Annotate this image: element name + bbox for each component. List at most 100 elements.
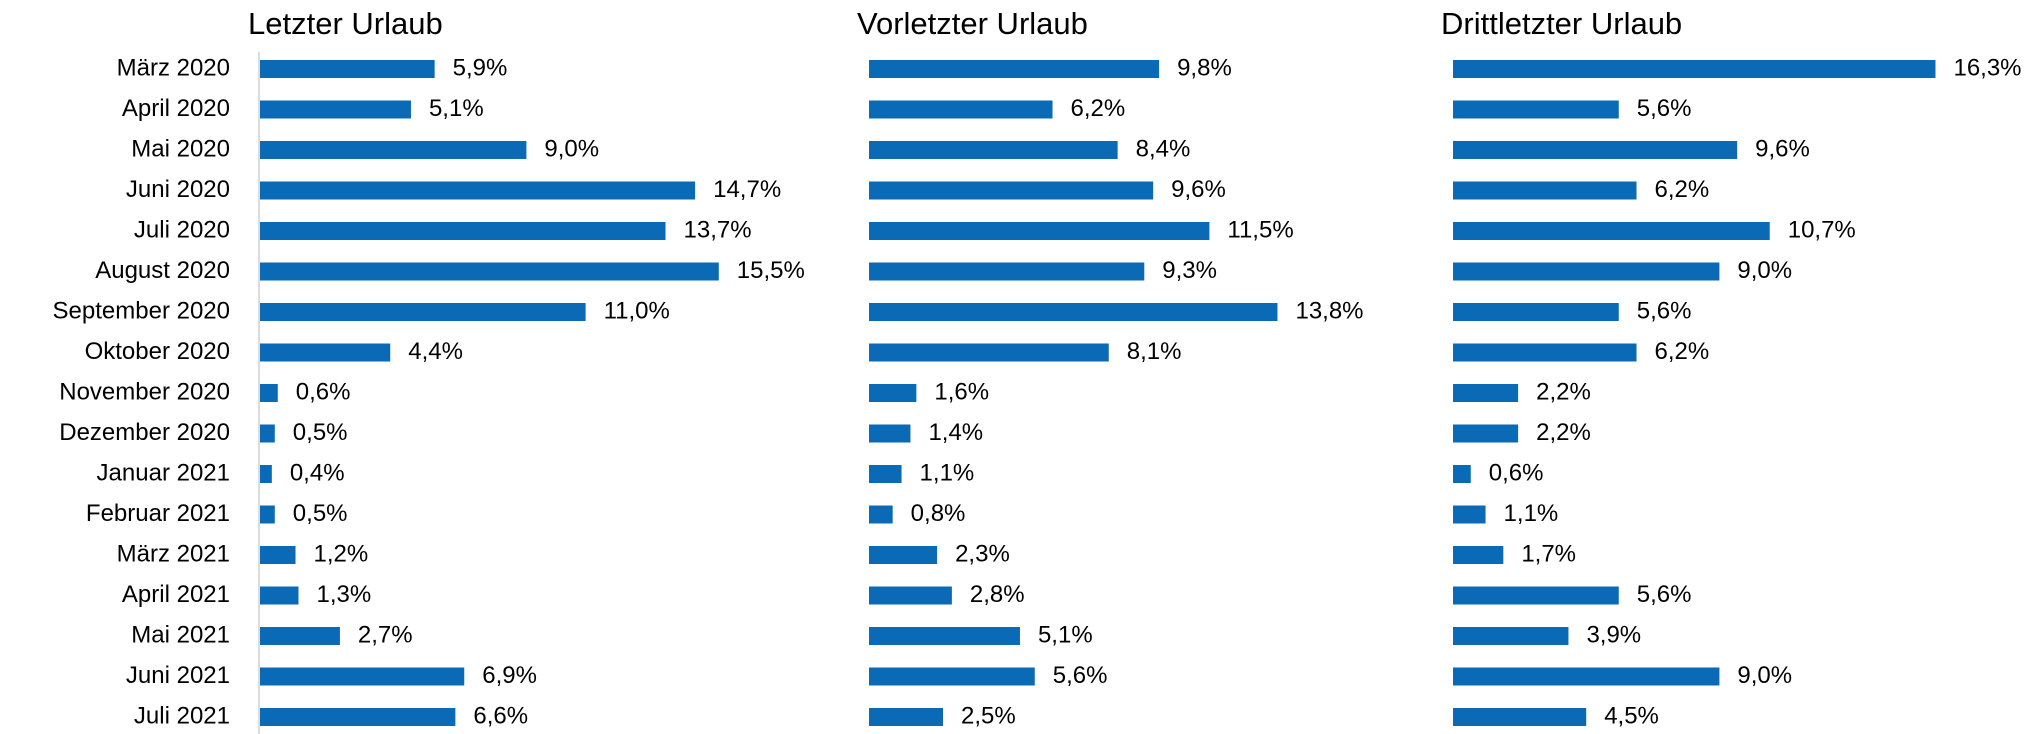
value-label: 1,1% (1504, 500, 1559, 527)
bar (869, 181, 1154, 200)
value-label: 6,9% (482, 662, 537, 689)
value-label: 1,7% (1521, 540, 1576, 567)
bar (1453, 262, 1720, 281)
bar (1453, 222, 1770, 240)
value-label: 14,7% (713, 176, 781, 203)
category-label: Mai 2020 (131, 135, 230, 162)
bar (260, 627, 340, 645)
value-label: 2,3% (955, 540, 1010, 567)
value-label: 9,0% (544, 135, 599, 162)
bar (869, 505, 893, 524)
bar (1453, 546, 1504, 564)
bar (869, 100, 1053, 119)
value-label: 6,6% (473, 702, 528, 729)
bar (260, 384, 278, 402)
bar (260, 100, 411, 119)
value-label: 2,2% (1536, 378, 1591, 405)
bar (260, 667, 465, 686)
value-label: 6,2% (1655, 176, 1710, 203)
value-label: 6,2% (1071, 95, 1126, 122)
value-label: 10,7% (1788, 216, 1856, 243)
category-label: Juni 2021 (126, 662, 230, 689)
category-label: September 2020 (53, 297, 230, 324)
bar (869, 303, 1278, 321)
bar (260, 262, 719, 281)
bar (260, 222, 666, 240)
bar (869, 262, 1145, 281)
bar (869, 384, 917, 402)
value-label: 9,8% (1177, 54, 1232, 81)
bar (1453, 343, 1637, 362)
bar (1453, 60, 1936, 78)
chart-title: Vorletzter Urlaub (857, 6, 1088, 41)
bar (1453, 100, 1619, 119)
value-label: 16,3% (1953, 54, 2021, 81)
category-label: Juli 2020 (134, 216, 230, 243)
category-label: Mai 2021 (131, 621, 230, 648)
value-label: 11,0% (604, 297, 670, 324)
value-label: 0,8% (911, 500, 966, 527)
bar (260, 181, 696, 200)
value-label: 0,5% (293, 419, 348, 446)
value-label: 2,7% (358, 621, 413, 648)
bar (260, 546, 296, 564)
value-label: 3,9% (1586, 621, 1641, 648)
value-label: 9,0% (1737, 257, 1792, 284)
bar (869, 627, 1020, 645)
value-label: 1,4% (928, 419, 983, 446)
category-label: Oktober 2020 (85, 338, 230, 365)
category-label: Juni 2020 (126, 176, 230, 203)
bar (260, 708, 456, 726)
value-label: 11,5% (1227, 216, 1293, 243)
bar (1453, 181, 1637, 200)
bar (869, 708, 943, 726)
category-label: Dezember 2020 (59, 419, 230, 446)
value-label: 5,1% (1038, 621, 1093, 648)
value-label: 13,7% (684, 216, 752, 243)
category-label: Juli 2021 (134, 702, 230, 729)
value-label: 2,5% (961, 702, 1016, 729)
value-label: 5,9% (453, 54, 508, 81)
bar (869, 60, 1160, 78)
bar (869, 222, 1210, 240)
bar (260, 505, 275, 524)
bar (1453, 667, 1720, 686)
value-label: 4,4% (408, 338, 463, 365)
value-label: 15,5% (737, 257, 805, 284)
category-label: April 2021 (122, 581, 230, 608)
value-label: 8,1% (1127, 338, 1182, 365)
bar (1453, 384, 1519, 402)
bar (260, 465, 272, 483)
bar (869, 586, 952, 605)
value-label: 6,2% (1655, 338, 1710, 365)
bar (869, 343, 1109, 362)
value-label: 2,2% (1536, 419, 1591, 446)
bar (1453, 465, 1471, 483)
bar (260, 303, 586, 321)
value-label: 9,3% (1162, 257, 1217, 284)
value-label: 0,4% (290, 459, 345, 486)
bar (1453, 505, 1486, 524)
value-label: 4,5% (1604, 702, 1659, 729)
bar (260, 424, 275, 443)
value-label: 5,6% (1637, 297, 1692, 324)
value-label: 5,6% (1053, 662, 1108, 689)
value-label: 8,4% (1136, 135, 1191, 162)
value-label: 13,8% (1295, 297, 1363, 324)
value-label: 9,0% (1737, 662, 1792, 689)
value-label: 1,2% (314, 540, 369, 567)
bar (260, 343, 391, 362)
value-label: 1,3% (316, 581, 371, 608)
value-label: 1,1% (920, 459, 975, 486)
bar (260, 60, 435, 78)
value-label: 5,1% (429, 95, 484, 122)
bar (869, 424, 911, 443)
value-label: 0,5% (293, 500, 348, 527)
bar (260, 141, 527, 159)
bar (869, 667, 1035, 686)
bar (1453, 141, 1738, 159)
value-label: 2,8% (970, 581, 1025, 608)
category-label: März 2020 (117, 54, 230, 81)
category-label: April 2020 (122, 95, 230, 122)
